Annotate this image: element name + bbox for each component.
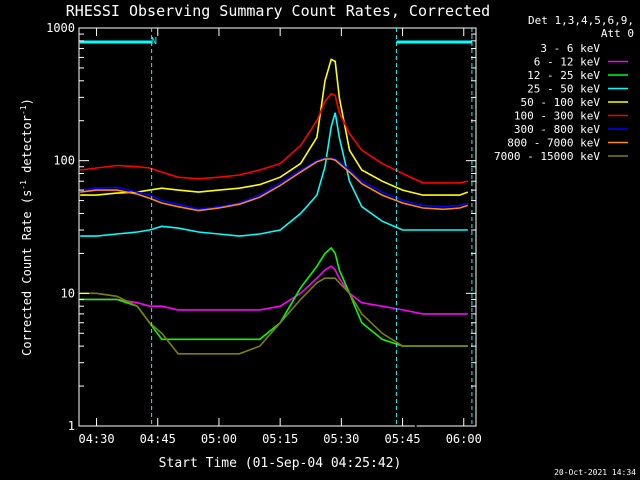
x-tick-label-5: 05:45 (384, 432, 420, 446)
y-tick-label-2: 100 (53, 154, 75, 168)
legend-label-4: 50 - 100 keV (521, 96, 601, 109)
legend-label-6: 300 - 800 keV (514, 123, 600, 136)
y-tick-label-0: 1 (68, 419, 75, 433)
legend-label-8: 7000 - 15000 keV (494, 150, 600, 163)
chart-title: RHESSI Observing Summary Count Rates, Co… (66, 2, 490, 20)
x-tick-label-2: 05:00 (201, 432, 237, 446)
series-line-0 (80, 281, 468, 440)
attenuator-markers (79, 28, 473, 426)
x-tick-label-3: 05:15 (262, 432, 298, 446)
series-line-2 (80, 246, 468, 347)
legend-header-line2: Att 0 (601, 27, 634, 40)
legend-header-line1: Det 1,3,4,5,6,9, (528, 14, 634, 27)
legend-label-3: 25 - 50 keV (527, 83, 600, 96)
footer-timestamp: 20-Oct-2021 14:34 (554, 468, 636, 477)
y-axis: 1 10 100 1000 (46, 21, 476, 433)
legend-label-1: 6 - 12 keV (534, 56, 601, 69)
x-tick-label-0: 04:30 (78, 432, 114, 446)
series-line-5 (80, 92, 468, 184)
x-tick-label-1: 04:45 (140, 432, 176, 446)
y-axis-label-sup1: -1 (19, 180, 28, 190)
legend-label-5: 100 - 300 keV (514, 110, 600, 123)
y-axis-label-sup2: -1 (19, 105, 28, 115)
legend-label-2: 12 - 25 keV (527, 69, 600, 82)
x-tick-label-4: 05:30 (323, 432, 359, 446)
night-marker-label: N (151, 36, 157, 47)
series-line-4 (80, 58, 469, 196)
y-axis-label-main: Corrected Count Rate (s (20, 190, 34, 356)
x-axis-label: Start Time (01-Sep-04 04:25:42) (159, 456, 402, 471)
plot-frame (78, 27, 477, 427)
y-tick-label-1: 10 (61, 286, 75, 300)
legend-label-0: 3 - 6 keV (540, 42, 600, 55)
series-line-3 (80, 112, 468, 237)
series-layer (80, 58, 469, 440)
legend-label-7: 800 - 7000 keV (507, 137, 600, 150)
series-line-1 (80, 265, 468, 315)
y-axis-label: Corrected Count Rate (s-1 detector-1) (19, 98, 34, 356)
y-axis-label-mid: detector (20, 115, 34, 180)
y-tick-label-3: 1000 (46, 21, 75, 35)
x-axis: 04:30 04:45 05:00 05:15 05:30 05:45 06:00 (78, 28, 482, 446)
y-axis-label-end: ) (20, 98, 34, 105)
x-tick-label-6: 06:00 (446, 432, 482, 446)
series-line-8 (80, 277, 468, 355)
